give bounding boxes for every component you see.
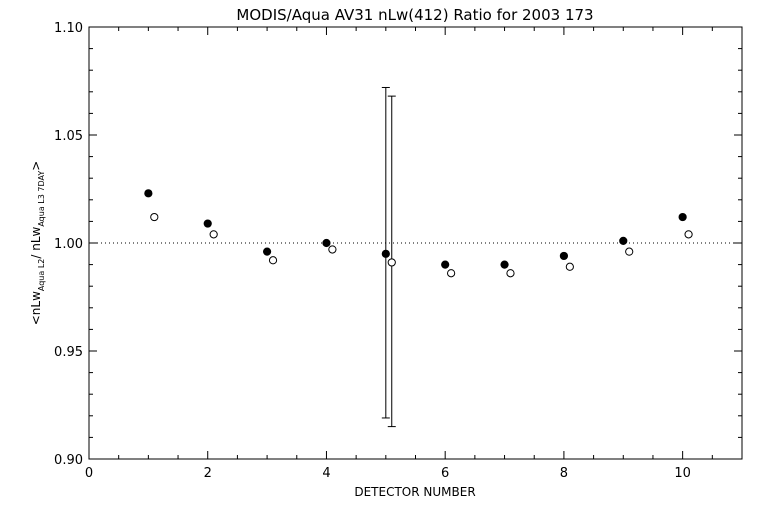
filled-point bbox=[441, 260, 450, 269]
axis-tick-labels: 0 2 4 6 8 10 0.90 0.95 1.00 1.05 1.10 bbox=[54, 21, 691, 481]
filled-point bbox=[322, 238, 331, 248]
y-tick-label: 1.05 bbox=[54, 129, 83, 144]
filled-point bbox=[144, 189, 153, 198]
open-point bbox=[447, 269, 456, 278]
x-tick-label: 0 bbox=[85, 466, 93, 481]
x-tick-label: 6 bbox=[441, 466, 449, 481]
y-label-sub2: Aqua L3 7DAY bbox=[37, 171, 46, 227]
axis-ticks bbox=[88, 26, 743, 460]
filled-point bbox=[381, 249, 390, 258]
y-tick-label: 1.10 bbox=[54, 21, 83, 36]
open-point bbox=[328, 245, 337, 254]
y-label-prefix: <nLw bbox=[29, 291, 43, 325]
x-tick-label: 2 bbox=[204, 466, 212, 481]
y-label-middle: / nLw bbox=[29, 226, 43, 258]
x-tick-label: 8 bbox=[560, 466, 568, 481]
y-tick-label: 0.90 bbox=[54, 453, 83, 468]
chart-title: MODIS/Aqua AV31 nLw(412) Ratio for 2003 … bbox=[236, 6, 593, 24]
open-point bbox=[150, 212, 159, 222]
open-point bbox=[268, 256, 278, 265]
filled-point bbox=[559, 251, 569, 261]
open-point bbox=[387, 258, 396, 267]
y-label-sub1: Aqua L2 bbox=[37, 259, 46, 291]
open-point bbox=[625, 247, 634, 256]
y-label-suffix: > bbox=[29, 161, 43, 171]
filled-point bbox=[500, 260, 509, 269]
y-tick-label: 0.95 bbox=[54, 345, 83, 360]
data-points bbox=[144, 189, 693, 278]
open-point bbox=[506, 269, 515, 278]
filled-point bbox=[619, 236, 628, 245]
x-tick-label: 10 bbox=[674, 466, 691, 481]
y-axis-label: <nLwAqua L2/ nLwAqua L3 7DAY> bbox=[29, 161, 46, 326]
open-point bbox=[684, 230, 693, 239]
x-axis-label: DETECTOR NUMBER bbox=[354, 485, 475, 499]
filled-point bbox=[262, 247, 272, 256]
plot-frame bbox=[88, 26, 743, 460]
x-tick-label: 4 bbox=[322, 466, 330, 481]
open-point bbox=[209, 230, 218, 239]
open-point bbox=[565, 262, 574, 271]
y-tick-label: 1.00 bbox=[54, 237, 83, 252]
filled-point bbox=[203, 219, 212, 228]
filled-point bbox=[678, 212, 687, 222]
